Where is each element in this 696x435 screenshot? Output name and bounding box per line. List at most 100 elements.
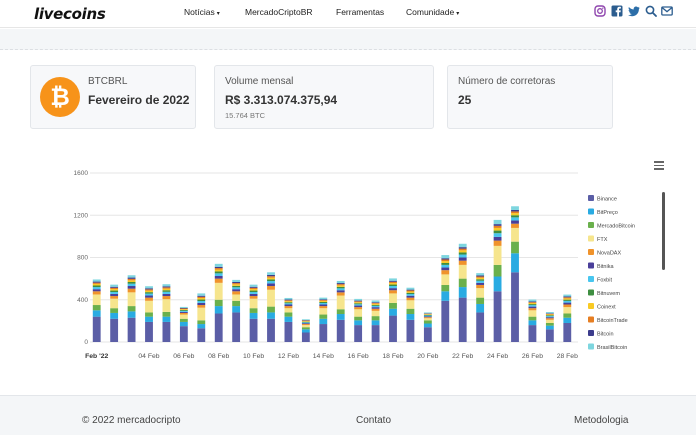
bar-segment-ftx bbox=[511, 227, 519, 242]
bar-segment-bitnika bbox=[458, 257, 467, 261]
bar-segment-bitcointrade bbox=[458, 248, 467, 251]
bar-segment-bitcoin bbox=[319, 299, 328, 301]
bar-segment-foxbit bbox=[563, 300, 572, 303]
bar-segment-ftx bbox=[441, 274, 450, 285]
bar-segment-foxbit bbox=[511, 217, 519, 221]
bar-segment-coinext bbox=[110, 289, 119, 291]
nav-item-noticias[interactable]: Notícias ▾ bbox=[184, 7, 220, 17]
bitcoin-icon: ₿ bbox=[50, 83, 70, 111]
bar-segment-coinext bbox=[423, 314, 432, 315]
x-tick-label: 24 Feb bbox=[487, 353, 508, 360]
bar-segment-novadax bbox=[389, 290, 397, 294]
bar-segment-ftx bbox=[389, 293, 397, 303]
bar-segment-brasilbitcoin bbox=[493, 219, 502, 225]
bar-segment-coinext bbox=[284, 301, 293, 303]
bar-segment-bitnuvem bbox=[284, 302, 293, 304]
bar-segment-ftx bbox=[145, 300, 153, 313]
bar-segment-novadax bbox=[92, 291, 101, 295]
bar-segment-novadax bbox=[284, 306, 293, 309]
bar-segment-bitcoin bbox=[528, 301, 537, 303]
bar-segment-bitnuvem bbox=[232, 285, 241, 288]
bar-segment-foxbit bbox=[319, 303, 328, 305]
bar-segment-foxbit bbox=[354, 304, 363, 306]
bar-segment-brasilbitcoin bbox=[92, 279, 101, 282]
facebook-icon[interactable] bbox=[611, 5, 623, 17]
bar-segment-mercadobitcoin bbox=[476, 297, 485, 304]
legend-swatch bbox=[588, 343, 594, 350]
bar-segment-bitcoin bbox=[476, 275, 485, 277]
y-tick-label: 800 bbox=[77, 255, 88, 262]
bar-segment-ftx bbox=[127, 292, 136, 307]
bar-segment-bitpreço bbox=[127, 311, 136, 318]
footer-link-metodologia[interactable]: Metodologia bbox=[574, 415, 629, 426]
bar-segment-foxbit bbox=[528, 305, 537, 307]
bar-segment-binance bbox=[232, 312, 241, 342]
bar-segment-bitpreço bbox=[406, 314, 415, 320]
bar-segment-bitcointrade bbox=[511, 211, 519, 214]
bar-segment-bitcoin bbox=[458, 247, 467, 249]
nav-item-mercadocriptobr[interactable]: MercadoCriptoBR bbox=[245, 7, 313, 17]
bar-segment-bitcointrade bbox=[301, 320, 310, 322]
bar-segment-bitcoin bbox=[267, 274, 275, 277]
bar-segment-ftx bbox=[563, 307, 572, 314]
bar-segment-novadax bbox=[110, 296, 119, 299]
bar-segment-binance bbox=[179, 326, 188, 342]
bar-segment-binance bbox=[127, 317, 136, 342]
bar-segment-mercadobitcoin bbox=[389, 302, 397, 309]
footer-link-contato[interactable]: Contato bbox=[356, 415, 392, 426]
bar-segment-brasilbitcoin bbox=[179, 306, 188, 308]
bar-segment-bitnika bbox=[232, 289, 241, 292]
bar-segment-novadax bbox=[423, 317, 432, 319]
mail-icon[interactable] bbox=[661, 5, 673, 17]
site-logo[interactable]: livecoins bbox=[34, 5, 106, 23]
bar-segment-foxbit bbox=[127, 283, 136, 287]
bar-segment-brasilbitcoin bbox=[423, 312, 432, 314]
bar-segment-bitnuvem bbox=[214, 271, 223, 274]
bar-segment-bitnuvem bbox=[406, 292, 415, 295]
bar-segment-mercadobitcoin bbox=[301, 327, 310, 330]
legend-swatch bbox=[588, 235, 594, 242]
bar-segment-bitcointrade bbox=[528, 302, 537, 304]
bar-segment-coinext bbox=[563, 298, 572, 300]
bar-segment-bitcoin bbox=[441, 258, 450, 260]
bar-segment-bitnika bbox=[197, 302, 206, 306]
legend-scrollbar[interactable] bbox=[662, 192, 665, 270]
instagram-icon[interactable] bbox=[594, 5, 606, 17]
x-tick-label: 16 Feb bbox=[348, 353, 369, 360]
bar-segment-coinext bbox=[476, 277, 485, 280]
bar-segment-ftx bbox=[371, 310, 380, 317]
bar-segment-bitpreço bbox=[179, 321, 188, 327]
bar-segment-ftx bbox=[319, 308, 328, 315]
nav-item-ferramentas[interactable]: Ferramentas bbox=[336, 7, 384, 17]
bar-segment-bitnuvem bbox=[92, 285, 101, 288]
bar-segment-bitnika bbox=[336, 290, 345, 293]
bar-segment-foxbit bbox=[545, 316, 554, 318]
bar-segment-novadax bbox=[162, 296, 171, 300]
bar-segment-mercadobitcoin bbox=[458, 278, 467, 288]
y-tick-label: 1200 bbox=[74, 212, 89, 219]
x-tick-label: 10 Feb bbox=[243, 353, 264, 360]
legend-label-bitpreço: BitPreço bbox=[597, 210, 618, 216]
bar-segment-ftx bbox=[162, 299, 171, 312]
bar-segment-brasilbitcoin bbox=[371, 300, 380, 303]
bar-segment-coinext bbox=[92, 283, 101, 286]
bar-segment-bitcointrade bbox=[145, 289, 153, 291]
bar-segment-bitpreço bbox=[563, 317, 572, 323]
bar-segment-bitnika bbox=[110, 293, 119, 297]
bar-segment-ftx bbox=[528, 310, 537, 317]
bar-segment-bitcoin bbox=[563, 296, 572, 298]
twitter-icon[interactable] bbox=[628, 5, 640, 17]
bar-segment-coinext bbox=[389, 283, 397, 285]
bar-segment-bitcoin bbox=[162, 286, 171, 288]
search-icon[interactable] bbox=[645, 5, 657, 17]
bar-segment-coinext bbox=[406, 291, 415, 293]
bar-segment-bitcoin bbox=[214, 266, 223, 269]
bar-segment-brasilbitcoin bbox=[214, 263, 223, 267]
bar-segment-brasilbitcoin bbox=[354, 298, 363, 301]
bar-segment-brasilbitcoin bbox=[511, 206, 519, 210]
nav-item-comunidade[interactable]: Comunidade ▾ bbox=[406, 7, 459, 17]
legend-label-coinext: Coinext bbox=[597, 305, 616, 311]
bar-segment-brasilbitcoin bbox=[162, 284, 171, 287]
chart-menu-icon[interactable] bbox=[654, 161, 664, 170]
bar-segment-bitcoin bbox=[110, 286, 119, 288]
